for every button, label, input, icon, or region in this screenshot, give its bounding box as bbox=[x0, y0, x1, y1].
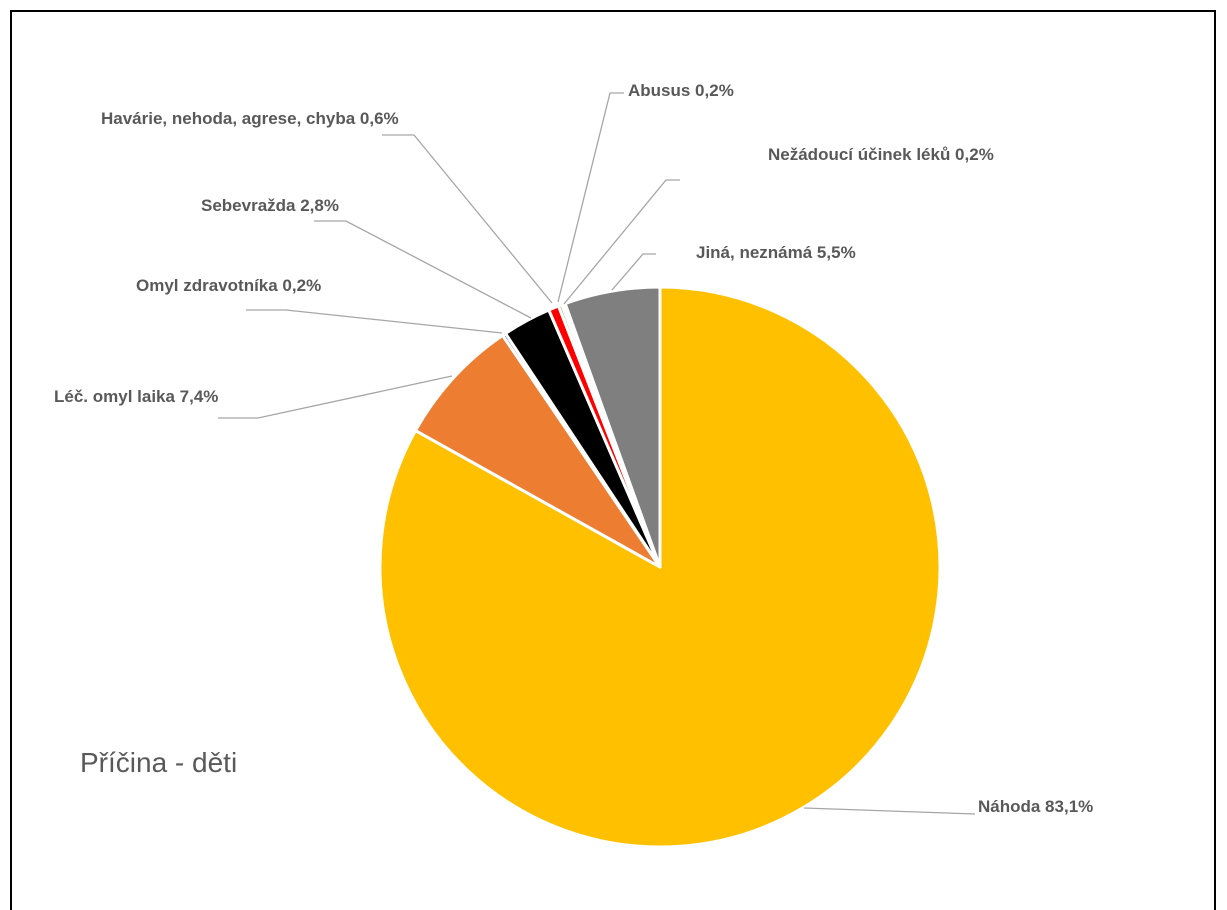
leader-lecebny-omyl-laika bbox=[218, 375, 453, 419]
slice-label-sebevrazda: Sebevražda 2,8% bbox=[201, 196, 339, 215]
chart-title: Příčina - děti bbox=[80, 747, 237, 778]
leader-omyl-zdravotnika bbox=[246, 309, 503, 334]
slice-label-nahoda: Náhoda 83,1% bbox=[978, 797, 1093, 816]
leader-havarie bbox=[382, 134, 553, 304]
slice-label-lecebny-omyl-laika: Léč. omyl laika 7,4% bbox=[54, 387, 218, 406]
chart-frame bbox=[10, 10, 1216, 910]
slice-label-omyl-zdravotnika: Omyl zdravotníka 0,2% bbox=[136, 276, 321, 295]
leader-nahoda bbox=[803, 807, 976, 815]
leader-abusus bbox=[557, 92, 624, 303]
leader-sebevrazda bbox=[314, 220, 532, 319]
pie-slice-lecebny-omyl-laika bbox=[413, 333, 662, 569]
slice-label-havarie: Havárie, nehoda, agrese, chyba 0,6% bbox=[101, 109, 399, 128]
leader-nezadouci-ucinek bbox=[563, 179, 680, 305]
slice-label-nezadouci-ucinek: Nežádoucí účinek léků 0,2% bbox=[768, 145, 994, 164]
pie-slices bbox=[378, 285, 942, 849]
slice-label-abusus: Abusus 0,2% bbox=[628, 81, 734, 100]
leader-lines bbox=[218, 92, 976, 815]
leader-jina-neznama bbox=[611, 253, 656, 291]
slice-label-jina-neznama: Jiná, neznámá 5,5% bbox=[696, 243, 856, 262]
